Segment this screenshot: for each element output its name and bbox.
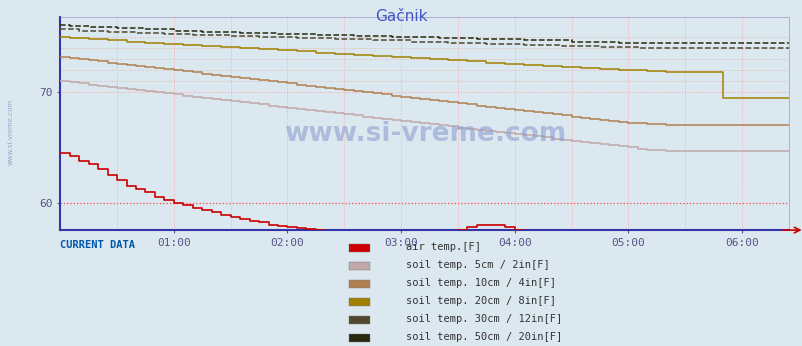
Text: soil temp. 5cm / 2in[F]: soil temp. 5cm / 2in[F] <box>405 261 549 270</box>
Text: air temp.[F]: air temp.[F] <box>405 243 480 252</box>
Text: soil temp. 10cm / 4in[F]: soil temp. 10cm / 4in[F] <box>405 279 555 288</box>
Text: soil temp. 20cm / 8in[F]: soil temp. 20cm / 8in[F] <box>405 297 555 306</box>
Text: www.si-vreme.com: www.si-vreme.com <box>283 121 565 147</box>
Text: soil temp. 50cm / 20in[F]: soil temp. 50cm / 20in[F] <box>405 333 561 342</box>
Text: Gačnik: Gačnik <box>375 9 427 24</box>
Text: soil temp. 30cm / 12in[F]: soil temp. 30cm / 12in[F] <box>405 315 561 324</box>
Text: CURRENT DATA: CURRENT DATA <box>60 240 135 251</box>
Text: www.si-vreme.com: www.si-vreme.com <box>7 98 14 165</box>
